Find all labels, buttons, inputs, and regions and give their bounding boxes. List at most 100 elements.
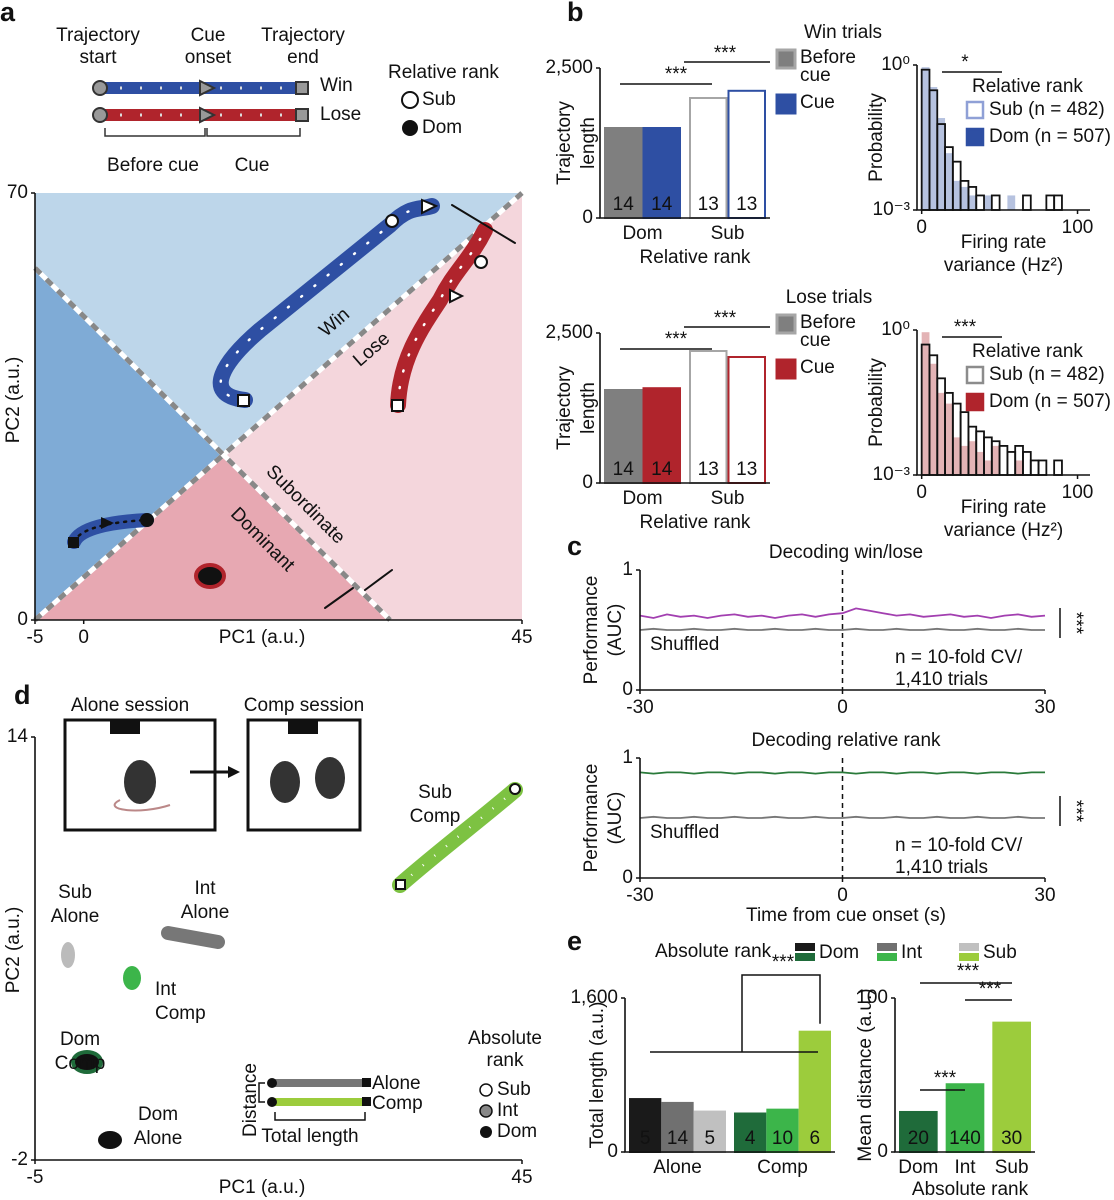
label: (AUC) [605,604,626,657]
hist-bar [984,195,992,210]
significance: *** [957,961,980,982]
bar [642,127,681,219]
legend-swatch [775,358,797,380]
legend-title: Relative rank [972,341,1083,362]
bar [727,356,766,484]
y-tick-label: -2 [11,1149,28,1170]
x-tick-label: 100 [1062,217,1094,238]
y-tick-label: 70 [7,182,28,203]
significance: *** [954,317,977,338]
y-tick-label: 1 [622,747,633,768]
n-text: 1,410 trials [895,857,988,878]
label: Trajectory [56,25,140,46]
hist-bar [1022,451,1032,476]
y-tick-label: 0 [622,867,633,888]
significance: *** [714,43,737,64]
y-tick-label: 10⁰ [881,54,910,75]
y-tick-label: 100 [856,987,888,1008]
legend-label: Sub [983,942,1017,963]
significance: *** [714,308,737,329]
y-axis-label: Probability [866,93,887,182]
hist-bar [984,460,992,475]
legend-swatch [959,943,979,951]
y-tick-label: 14 [7,726,29,747]
legend-swatch [965,392,985,412]
n-label: 140 [949,1128,981,1149]
label: Win [320,75,353,96]
label: Trajectory [261,25,345,46]
y-tick-label: 2,500 [545,57,593,78]
x-axis-label: Firing rate [961,497,1047,518]
legend-title: Absolute [468,1028,542,1049]
legend-label: Cue [800,357,835,378]
label: Lose [320,104,361,125]
x-tick-label: Sub [711,223,745,244]
bar [629,1098,662,1153]
legend-swatch [877,953,897,961]
panel-title: Win trials [804,22,882,43]
label: onset [185,47,232,68]
bar [661,1101,694,1153]
x-tick-label: 45 [511,1167,532,1188]
group-label: Sub [58,882,92,903]
legend-swatch [965,365,985,385]
n-label: 13 [736,459,757,480]
group-label: Sub [418,782,452,803]
group-label: Int [155,979,177,1000]
hist-bar [929,363,938,475]
legend-swatch [795,943,815,951]
hist-bar [960,186,969,210]
legend-label: Sub [497,1079,531,1100]
x-tick-label: -30 [626,885,653,906]
significance: *** [979,979,1002,1000]
x-tick-label: Alone [653,1157,702,1178]
legend-title: rank [487,1050,524,1071]
n-label: 14 [613,459,635,480]
significance: *** [665,329,688,350]
group-label: Int [194,878,216,899]
legend-label: Sub (n = 482) [989,99,1105,120]
y-axis-label: Mean distance (a.u.) [855,988,876,1161]
group-label: Comp [410,806,461,827]
y-tick-label: 10⁻³ [873,199,911,220]
group-label: Alone [181,902,230,923]
n-label: 10 [772,1128,793,1149]
line [639,771,1045,775]
label: length [578,382,599,434]
session-schematic [61,718,523,1149]
label: Before cue [107,155,199,176]
label: Cue [191,25,226,46]
bar [766,1108,799,1154]
y-axis-label: Probability [866,358,887,447]
x-tick-label: Sub [995,1157,1029,1178]
significance: *** [1065,800,1086,823]
legend-swatch [775,48,797,70]
legend-label: Before cue [800,312,861,351]
bar [992,1021,1031,1154]
sig-bracket [920,982,1012,1091]
line [639,815,1045,819]
group-label: Dom [138,1104,178,1125]
x-tick-label: Comp [757,1157,808,1178]
n-label: 5 [705,1128,716,1149]
x-axis-label: PC1 (a.u.) [219,627,306,648]
x-axis-label: Relative rank [640,512,751,533]
n-label: 6 [810,1128,821,1149]
label: Cue [235,155,270,176]
x-axis-label: Relative rank [640,247,751,268]
hist-bar [975,194,985,211]
bar [604,389,643,484]
x-tick-label: 0 [78,627,89,648]
x-tick-label: 45 [511,627,532,648]
hist-bar [1015,460,1023,475]
legend-swatch [965,100,985,120]
y-tick-label: 1,600 [570,987,618,1008]
inset-label: Distance [240,1063,261,1137]
legend-swatch [795,953,815,961]
shuffled-label: Shuffled [650,822,719,843]
legend-tracks [92,79,419,137]
panel-label: c [567,531,582,561]
x-tick-label: 30 [1034,885,1055,906]
legend-label: Dom [819,942,859,963]
panel-label: a [0,0,16,27]
